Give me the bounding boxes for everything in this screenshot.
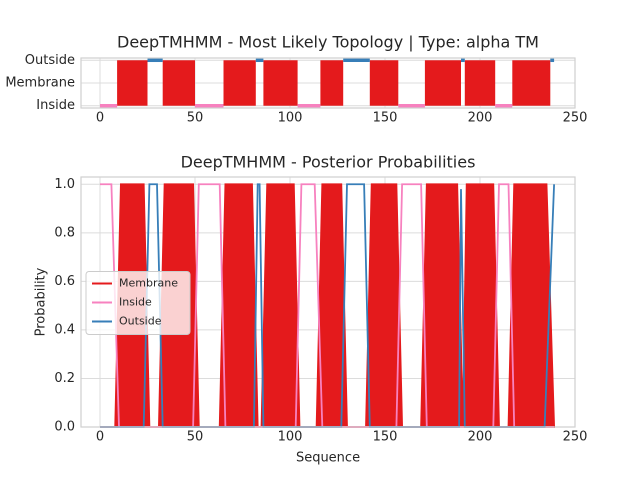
probability-line xyxy=(100,183,555,428)
membrane-segment xyxy=(369,60,399,106)
axes-frame xyxy=(80,176,576,428)
x-tick-label: 150 xyxy=(373,111,398,126)
axes-frame xyxy=(80,57,576,109)
x-tick-label: 250 xyxy=(563,111,588,126)
chart-title: DeepTMHMM - Most Likely Topology | Type:… xyxy=(117,33,539,52)
membrane-segment xyxy=(320,60,344,106)
membrane-segment xyxy=(464,60,496,106)
y-tick-label: 0.0 xyxy=(54,420,75,435)
y-tick-label: 0.2 xyxy=(54,371,75,386)
x-tick-label: 100 xyxy=(278,111,303,126)
x-tick-label: 50 xyxy=(187,111,204,126)
y-tick-label: 0.4 xyxy=(54,322,75,337)
membrane-segment xyxy=(162,60,195,106)
membrane-segment xyxy=(223,60,256,106)
legend: Membrane Inside Outside xyxy=(85,271,191,335)
legend-box xyxy=(85,271,191,335)
y-axis-label: Probability xyxy=(34,267,49,336)
x-tick-label: 0 xyxy=(96,430,104,445)
x-tick-label: 200 xyxy=(468,111,493,126)
y-tick-label: 0.6 xyxy=(54,274,75,289)
x-tick-label: 50 xyxy=(187,430,204,445)
probability-area xyxy=(100,183,556,428)
y-tick-label: Membrane xyxy=(5,76,75,91)
x-tick-label: 100 xyxy=(278,430,303,445)
x-tick-label: 0 xyxy=(96,111,104,126)
membrane-segment xyxy=(512,60,551,106)
membrane-segment xyxy=(117,60,148,106)
x-tick-label: 200 xyxy=(468,430,493,445)
x-tick-label: 150 xyxy=(373,430,398,445)
legend-label: Inside xyxy=(119,296,152,309)
legend-label: Membrane xyxy=(119,277,178,290)
y-tick-label: 1.0 xyxy=(54,177,75,192)
x-tick-label: 250 xyxy=(563,430,588,445)
legend-label: Outside xyxy=(119,315,162,328)
membrane-segment xyxy=(424,60,461,106)
y-tick-label: Inside xyxy=(36,98,75,113)
y-tick-label: Outside xyxy=(25,53,75,68)
x-axis-label: Sequence xyxy=(296,451,360,466)
membrane-segment xyxy=(263,60,298,106)
y-tick-label: 0.8 xyxy=(54,225,75,240)
chart-title: DeepTMHMM - Posterior Probabilities xyxy=(181,153,476,172)
